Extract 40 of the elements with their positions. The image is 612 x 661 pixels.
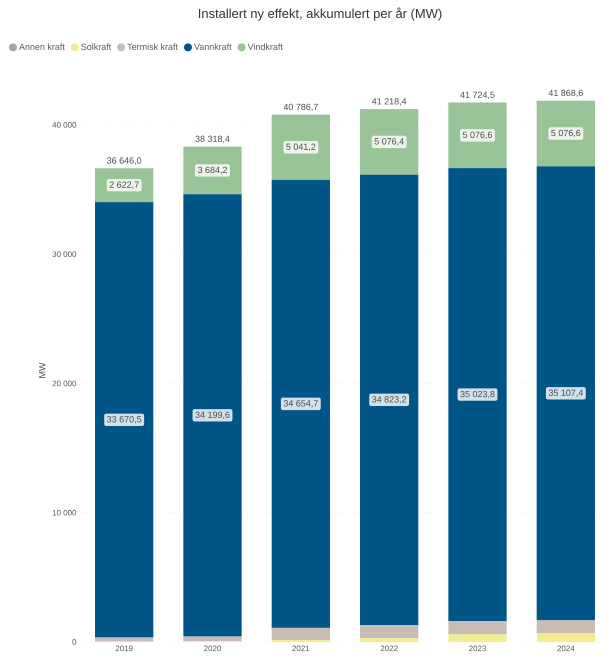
total-label: 36 646,0	[107, 157, 142, 165]
bar	[183, 636, 242, 641]
bar	[536, 166, 595, 620]
data-label: 3 684,2	[198, 166, 227, 174]
y-axis-title: MW	[39, 362, 46, 378]
bar	[536, 632, 595, 642]
bar	[272, 628, 330, 640]
legend-label: Solkraft	[81, 43, 112, 50]
chart-title: Installert ny effekt, akkumulert per år (MW)	[198, 8, 442, 21]
legend-label: Termisk kraft	[127, 43, 178, 50]
total-label: 41 218,4	[372, 98, 406, 106]
legend-label: Annen kraft	[18, 43, 65, 50]
bar	[536, 620, 595, 633]
total-label: 41 868,6	[548, 90, 583, 98]
data-label: 34 823,2	[372, 396, 406, 404]
bar	[448, 620, 507, 634]
bar	[95, 202, 154, 638]
bar	[272, 180, 330, 628]
data-label: 35 023,8	[460, 390, 495, 398]
data-label: 2 622,7	[110, 181, 139, 189]
bar	[360, 638, 418, 642]
total-label: 38 318,4	[195, 136, 230, 144]
bar	[448, 168, 507, 621]
data-label: 35 107,4	[548, 390, 584, 397]
bar	[448, 634, 507, 642]
data-label: 5 041,2	[286, 144, 316, 151]
bar	[95, 637, 154, 642]
data-label: 5 076,6	[462, 132, 492, 140]
total-label: 41 724,5	[460, 92, 495, 100]
bar	[360, 624, 418, 638]
bar	[360, 174, 418, 625]
data-label: 33 670,5	[107, 416, 142, 424]
bar	[183, 194, 242, 636]
data-label: 5 076,4	[374, 138, 404, 146]
total-label: 40 786,7	[284, 104, 318, 112]
data-label: 34 654,7	[284, 400, 318, 408]
legend-label: Vindkraft	[248, 43, 283, 50]
legend-label: Vannkraft	[194, 43, 232, 50]
data-label: 5 076,6	[551, 130, 580, 138]
data-label: 34 199,6	[195, 412, 230, 419]
